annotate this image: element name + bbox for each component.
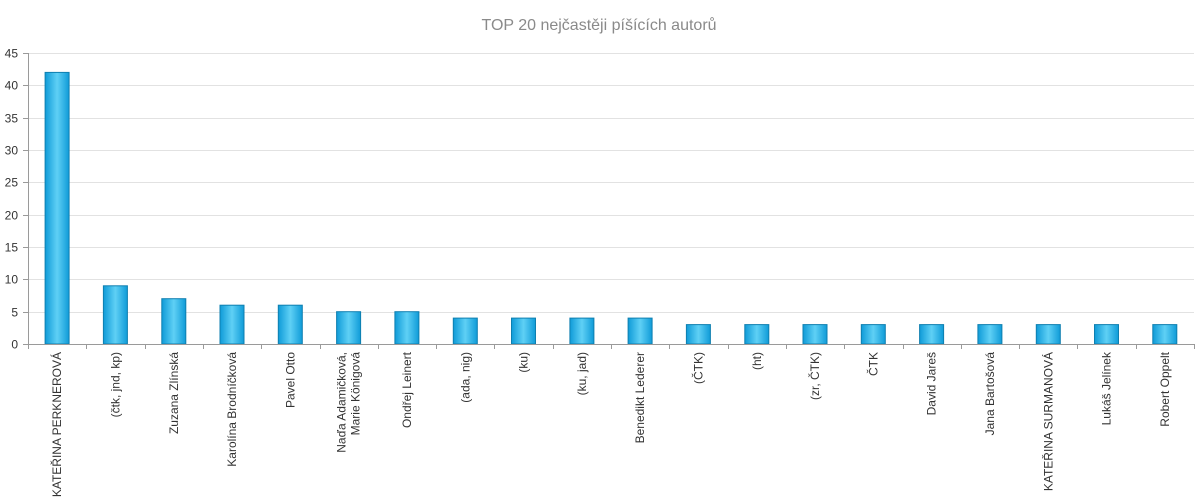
x-category-label: Pavel Otto [283, 352, 297, 408]
y-tick-label: 30 [5, 144, 19, 158]
x-category-label-line: Jana Bartošová [983, 352, 997, 436]
x-category-label-line: (ku, jad) [575, 352, 589, 395]
y-tick-label: 35 [5, 112, 19, 126]
bar[interactable] [44, 71, 70, 345]
bar[interactable] [627, 317, 653, 345]
x-category-label-line: Ondřej Leinert [400, 351, 414, 428]
x-category-label-line: (ht) [750, 352, 764, 370]
x-category-label: Lukáš Jelínek [1100, 351, 1114, 425]
y-tick-label: 40 [5, 79, 19, 93]
x-category-label-line: David Jareš [925, 352, 939, 415]
x-category-label-line: (ku) [517, 352, 531, 373]
bar[interactable] [1035, 324, 1061, 345]
grid-layer [23, 53, 1194, 345]
x-category-label-line: (ada, nig) [458, 352, 472, 403]
x-category-label-line: Pavel Otto [283, 352, 297, 408]
x-category-label: Naďa Adamičková,Marie Königová [335, 352, 363, 453]
x-category-labels: KATEŘINA PERKNEROVÁ (čtk, jnd, kp) Zuzana … [49, 351, 1172, 497]
x-category-label-line: Robert Oppelt [1158, 351, 1172, 426]
bars-layer [44, 71, 1178, 345]
x-category-label-line: (ČTK) [690, 352, 705, 384]
x-category-label-line: Lukáš Jelínek [1100, 351, 1114, 425]
x-category-label: David Jareš [925, 352, 939, 415]
x-category-label-line: Naďa Adamičková, [335, 352, 349, 453]
x-category-label: Robert Oppelt [1158, 351, 1172, 426]
y-tick-label: 0 [11, 338, 18, 352]
x-category-label-line: KATEŘINA PERKNEROVÁ [49, 352, 64, 497]
y-tick-labels: 0 5 10 15 20 25 30 35 40 45 [5, 47, 19, 352]
y-tick-label: 45 [5, 47, 19, 61]
bar[interactable] [1094, 324, 1119, 345]
bar[interactable] [219, 304, 245, 345]
bar[interactable] [685, 324, 711, 345]
bar[interactable] [569, 317, 595, 345]
x-category-label-line: KATEŘINA SURMANOVÁ [1040, 352, 1055, 491]
y-tick-label: 10 [5, 273, 19, 287]
x-category-label: (ku) [517, 352, 531, 373]
bar[interactable] [744, 324, 770, 345]
x-category-label: (ada, nig) [458, 352, 472, 403]
y-tick-label: 20 [5, 209, 19, 223]
bar[interactable] [1152, 324, 1178, 345]
x-category-label: (ht) [750, 352, 764, 370]
x-category-label: KATEŘINA PERKNEROVÁ [49, 352, 64, 497]
x-category-label-line: Marie Königová [349, 352, 363, 436]
bar[interactable] [511, 317, 536, 345]
x-category-label: (zr, ČTK) [807, 352, 822, 400]
x-category-label: KATEŘINA SURMANOVÁ [1040, 352, 1055, 491]
x-category-label: Zuzana Zlínská [167, 352, 181, 434]
x-category-label: Benedikt Lederer [633, 352, 647, 443]
bar[interactable] [102, 285, 128, 345]
bar[interactable] [161, 298, 187, 345]
x-category-label: (ku, jad) [575, 352, 589, 395]
x-category-label: (čtk, jnd, kp) [108, 352, 122, 417]
bar[interactable] [977, 324, 1003, 345]
bar[interactable] [802, 324, 828, 345]
x-category-label-line: (čtk, jnd, kp) [108, 352, 122, 417]
y-tick-label: 5 [11, 306, 18, 320]
bar[interactable] [919, 324, 945, 345]
bar[interactable] [394, 311, 420, 345]
bar[interactable] [860, 324, 886, 345]
y-tick-label: 25 [5, 176, 19, 190]
x-category-label-line: Zuzana Zlínská [167, 352, 181, 434]
chart-title: TOP 20 nejčastěji píšících autorů [481, 16, 716, 34]
x-category-label: (ČTK) [690, 352, 705, 384]
x-category-label: Jana Bartošová [983, 352, 997, 436]
x-category-label-line: ČTK [865, 352, 880, 376]
axis-layer [28, 53, 1195, 349]
y-tick-label: 15 [5, 241, 19, 255]
bar[interactable] [452, 317, 478, 345]
x-category-label-line: Benedikt Lederer [633, 352, 647, 443]
x-category-label-line: Karolína Brodníčková [225, 352, 239, 467]
bar[interactable] [277, 304, 303, 345]
x-category-label: Karolína Brodníčková [225, 352, 239, 467]
x-category-label-line: (zr, ČTK) [807, 352, 822, 400]
x-category-label: ČTK [865, 352, 880, 376]
bar[interactable] [336, 311, 362, 345]
x-category-label: Ondřej Leinert [400, 351, 414, 428]
